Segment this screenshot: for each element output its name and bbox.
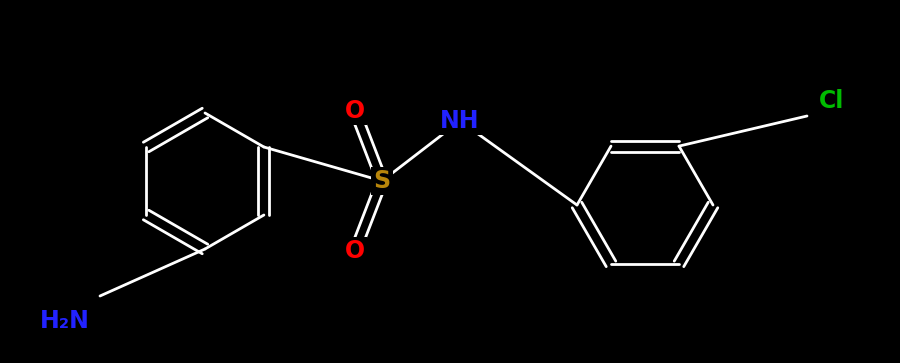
Text: O: O [345, 99, 365, 123]
Text: NH: NH [440, 109, 480, 133]
Text: S: S [374, 169, 391, 193]
Text: O: O [345, 239, 365, 263]
Text: H₂N: H₂N [40, 309, 90, 333]
Text: Cl: Cl [819, 89, 845, 113]
